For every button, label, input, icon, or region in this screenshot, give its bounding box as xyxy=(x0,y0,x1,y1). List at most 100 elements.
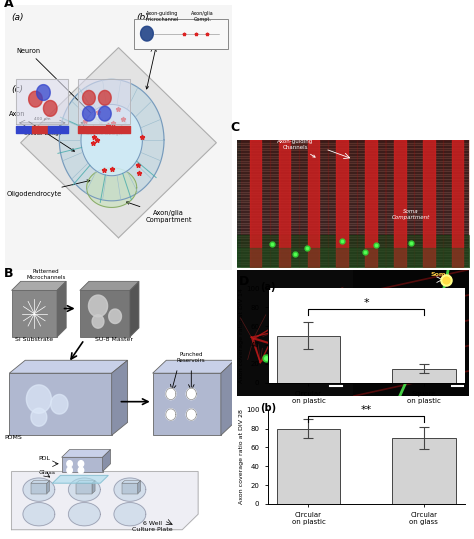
Polygon shape xyxy=(109,309,121,323)
Text: Dendrites: Dendrites xyxy=(371,335,405,340)
Polygon shape xyxy=(122,481,141,483)
Text: (a): (a) xyxy=(260,282,275,292)
Polygon shape xyxy=(186,409,196,420)
Polygon shape xyxy=(67,467,73,473)
Polygon shape xyxy=(59,79,164,201)
Polygon shape xyxy=(16,79,68,125)
Text: 400 µm: 400 µm xyxy=(95,118,112,121)
Polygon shape xyxy=(11,281,66,291)
Polygon shape xyxy=(141,26,153,41)
Text: Patterned
Microchannels: Patterned Microchannels xyxy=(26,269,65,280)
Polygon shape xyxy=(186,388,196,399)
Polygon shape xyxy=(92,481,95,494)
Text: **: ** xyxy=(361,405,372,415)
Polygon shape xyxy=(130,281,139,337)
Polygon shape xyxy=(78,79,130,125)
Text: Axons: Axons xyxy=(429,373,451,378)
Bar xyxy=(392,369,456,383)
Polygon shape xyxy=(47,481,50,494)
Text: Punched
Reservoirs: Punched Reservoirs xyxy=(177,352,206,363)
Polygon shape xyxy=(122,483,138,494)
Text: B: B xyxy=(4,267,13,280)
Polygon shape xyxy=(11,291,57,337)
Polygon shape xyxy=(80,281,139,291)
Text: Oligodendrocyte: Oligodendrocyte xyxy=(7,180,90,197)
Polygon shape xyxy=(80,291,130,337)
Polygon shape xyxy=(114,502,146,526)
Text: C: C xyxy=(230,121,239,134)
Polygon shape xyxy=(221,360,235,436)
Text: (a): (a) xyxy=(11,13,24,22)
Text: Soma
Compartment: Soma Compartment xyxy=(136,25,182,89)
Text: Axon/glia
Compartment: Axon/glia Compartment xyxy=(127,202,192,223)
Polygon shape xyxy=(82,91,95,105)
Polygon shape xyxy=(166,409,176,420)
Polygon shape xyxy=(62,457,102,472)
Polygon shape xyxy=(36,85,50,100)
Polygon shape xyxy=(21,47,216,238)
Polygon shape xyxy=(9,373,112,436)
Polygon shape xyxy=(89,295,108,317)
Polygon shape xyxy=(99,106,111,121)
Polygon shape xyxy=(23,502,55,526)
Text: D: D xyxy=(239,275,250,288)
Polygon shape xyxy=(112,360,128,436)
Polygon shape xyxy=(23,478,55,501)
Polygon shape xyxy=(67,461,73,467)
Polygon shape xyxy=(31,408,47,426)
Polygon shape xyxy=(62,450,110,457)
Y-axis label: Axon coverage ratio at DIV 14: Axon coverage ratio at DIV 14 xyxy=(239,288,244,383)
Polygon shape xyxy=(44,100,57,116)
Text: *: * xyxy=(364,298,369,308)
Text: Square Design: Square Design xyxy=(86,132,122,136)
Text: SU-8 Master: SU-8 Master xyxy=(95,337,133,342)
Bar xyxy=(135,18,228,49)
Polygon shape xyxy=(153,373,221,436)
Text: PDMS: PDMS xyxy=(5,435,22,440)
Text: Glass: Glass xyxy=(39,470,56,475)
Polygon shape xyxy=(82,106,95,121)
Polygon shape xyxy=(166,388,176,399)
Text: Axon: Axon xyxy=(9,112,74,151)
Text: Circular Design: Circular Design xyxy=(24,132,61,136)
Polygon shape xyxy=(87,168,137,208)
Text: 6 Well
Culture Plate: 6 Well Culture Plate xyxy=(132,521,173,532)
Polygon shape xyxy=(68,478,100,501)
Bar xyxy=(277,335,340,383)
Polygon shape xyxy=(57,281,66,337)
Polygon shape xyxy=(78,467,84,473)
Text: (b): (b) xyxy=(137,13,149,22)
Text: Soma
Compartment: Soma Compartment xyxy=(392,209,430,220)
Polygon shape xyxy=(78,461,84,467)
Polygon shape xyxy=(102,450,110,472)
Text: (b): (b) xyxy=(260,403,276,413)
Polygon shape xyxy=(76,483,92,494)
Polygon shape xyxy=(31,481,50,483)
Text: Si Substrate: Si Substrate xyxy=(15,337,54,342)
Polygon shape xyxy=(31,483,47,494)
Text: Soma: Soma xyxy=(430,272,450,277)
Polygon shape xyxy=(92,315,104,328)
Y-axis label: Axon coverage ratio at DIV 28: Axon coverage ratio at DIV 28 xyxy=(239,409,244,505)
Text: PDL: PDL xyxy=(39,456,51,461)
Polygon shape xyxy=(138,481,141,494)
Text: ø 2.5 µm: ø 2.5 µm xyxy=(157,44,179,49)
Text: A: A xyxy=(4,0,13,10)
Polygon shape xyxy=(9,360,128,373)
Polygon shape xyxy=(51,395,68,414)
Polygon shape xyxy=(76,481,95,483)
Bar xyxy=(392,438,456,504)
Polygon shape xyxy=(99,91,111,105)
Polygon shape xyxy=(153,360,235,373)
Bar xyxy=(277,429,340,504)
Polygon shape xyxy=(27,385,51,413)
Text: 400 µm: 400 µm xyxy=(34,118,51,121)
Polygon shape xyxy=(53,475,108,483)
Text: Axon/glia
Compt.: Axon/glia Compt. xyxy=(191,11,214,22)
Text: Axon-guiding
Channels: Axon-guiding Channels xyxy=(277,139,315,157)
Polygon shape xyxy=(11,472,198,530)
Polygon shape xyxy=(114,478,146,501)
Polygon shape xyxy=(28,91,42,107)
Text: (c): (c) xyxy=(11,85,24,94)
Text: Neuron: Neuron xyxy=(16,48,102,125)
